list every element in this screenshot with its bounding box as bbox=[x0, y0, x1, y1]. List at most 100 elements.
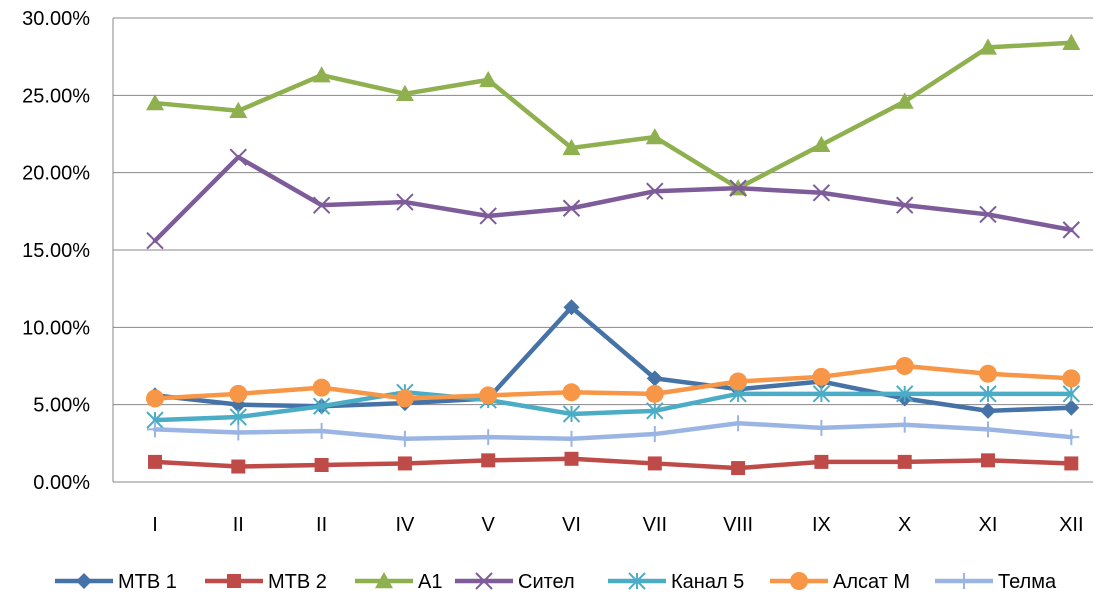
data-point-marker bbox=[896, 416, 913, 433]
data-point-marker bbox=[312, 378, 331, 397]
data-point-marker bbox=[475, 572, 493, 590]
data-point-marker bbox=[812, 367, 831, 386]
data-point-marker bbox=[146, 389, 164, 408]
series-line bbox=[152, 420, 1074, 441]
series-line bbox=[152, 40, 1074, 191]
data-point-marker bbox=[562, 405, 581, 423]
data-point-marker bbox=[895, 196, 914, 214]
data-point-marker bbox=[395, 84, 414, 101]
data-point-marker bbox=[148, 454, 162, 469]
data-point-marker bbox=[730, 415, 747, 432]
data-point-marker bbox=[1063, 399, 1080, 416]
data-point-marker bbox=[729, 179, 747, 197]
y-tick-label: 15.00% bbox=[22, 240, 90, 262]
data-point-marker bbox=[396, 430, 413, 447]
data-point-marker bbox=[396, 193, 414, 211]
series-1 bbox=[148, 451, 1079, 476]
legend-label: Сител bbox=[518, 571, 575, 593]
data-point-marker bbox=[395, 389, 414, 408]
legend-item: Алсат М bbox=[770, 571, 910, 593]
y-tick-label: 20.00% bbox=[22, 163, 90, 185]
series-5 bbox=[146, 357, 1081, 408]
legend-item: МТВ 1 bbox=[55, 571, 177, 593]
data-point-marker bbox=[646, 402, 664, 420]
data-point-marker bbox=[563, 299, 580, 316]
x-tick-label: VI bbox=[562, 514, 581, 536]
x-tick-label: XI bbox=[979, 514, 998, 536]
data-point-marker bbox=[479, 70, 498, 88]
data-point-marker bbox=[229, 408, 248, 426]
series-line bbox=[152, 456, 1074, 471]
x-tick-label: IV bbox=[395, 514, 415, 536]
data-point-marker bbox=[563, 430, 580, 447]
data-point-marker bbox=[646, 426, 663, 443]
legend-label: МТВ 2 bbox=[268, 571, 327, 593]
data-point-marker bbox=[375, 572, 393, 589]
data-point-marker bbox=[312, 66, 331, 83]
data-point-marker bbox=[981, 453, 995, 468]
x-tick-label: I bbox=[152, 514, 158, 536]
data-point-marker bbox=[76, 573, 92, 589]
data-point-marker bbox=[479, 386, 498, 405]
data-point-marker bbox=[313, 422, 330, 439]
x-tick-label: XII bbox=[1059, 514, 1083, 536]
data-point-marker bbox=[231, 459, 246, 474]
y-tick-label: 10.00% bbox=[22, 317, 90, 339]
data-point-marker bbox=[980, 402, 996, 419]
legend-item: Телма bbox=[935, 571, 1057, 593]
data-point-marker bbox=[645, 384, 664, 403]
y-tick-label: 5.00% bbox=[33, 395, 90, 417]
data-point-marker bbox=[812, 135, 831, 153]
data-point-marker bbox=[227, 574, 241, 588]
data-point-marker bbox=[646, 370, 663, 387]
data-point-marker bbox=[895, 357, 914, 375]
y-tick-label: 25.00% bbox=[22, 85, 90, 107]
data-point-marker bbox=[895, 92, 914, 109]
series-line bbox=[152, 154, 1074, 243]
data-point-marker bbox=[314, 457, 329, 472]
data-point-marker bbox=[628, 572, 646, 590]
data-point-marker bbox=[312, 196, 331, 214]
data-point-marker bbox=[146, 94, 164, 111]
legend-item: А1 bbox=[355, 571, 442, 593]
data-point-marker bbox=[790, 572, 808, 590]
y-tick-label: 0.00% bbox=[33, 472, 90, 494]
legend-label: МТВ 1 bbox=[118, 571, 177, 593]
data-point-marker bbox=[1062, 369, 1081, 388]
data-point-marker bbox=[979, 364, 997, 383]
x-tick-label: X bbox=[898, 514, 911, 536]
data-point-marker bbox=[812, 385, 831, 403]
legend: МТВ 1 МТВ 2 А1 Сител Канал 5 Алсат М Телма bbox=[55, 571, 1057, 593]
legend-label: Канал 5 bbox=[671, 571, 744, 593]
legend-item: МТВ 2 bbox=[205, 571, 327, 593]
data-point-marker bbox=[895, 385, 914, 403]
legend-label: Алсат М bbox=[833, 571, 910, 593]
x-tick-label: V bbox=[482, 514, 496, 536]
data-point-marker bbox=[481, 453, 496, 468]
series-3 bbox=[146, 148, 1081, 250]
data-point-marker bbox=[897, 454, 912, 469]
data-point-marker bbox=[979, 385, 997, 403]
legend-label: Телма bbox=[998, 571, 1057, 593]
data-point-marker bbox=[1064, 456, 1079, 471]
data-point-marker bbox=[229, 384, 248, 403]
data-point-marker bbox=[979, 205, 997, 224]
series-line bbox=[152, 390, 1074, 423]
data-point-marker bbox=[1063, 429, 1080, 446]
legend-label: А1 bbox=[418, 571, 442, 593]
data-point-marker bbox=[1062, 221, 1081, 239]
data-point-marker bbox=[979, 38, 997, 55]
y-tick-label: 30.00% bbox=[22, 8, 90, 30]
data-point-marker bbox=[813, 419, 830, 436]
data-point-marker bbox=[956, 573, 972, 589]
data-point-marker bbox=[229, 101, 248, 118]
data-point-marker bbox=[479, 207, 497, 225]
data-point-marker bbox=[229, 148, 248, 166]
series-0 bbox=[147, 299, 1080, 419]
series-2 bbox=[146, 33, 1081, 196]
x-tick-label: VIII bbox=[723, 514, 753, 536]
data-point-marker bbox=[312, 397, 331, 415]
data-point-marker bbox=[1062, 385, 1081, 403]
plot-area bbox=[146, 33, 1081, 476]
